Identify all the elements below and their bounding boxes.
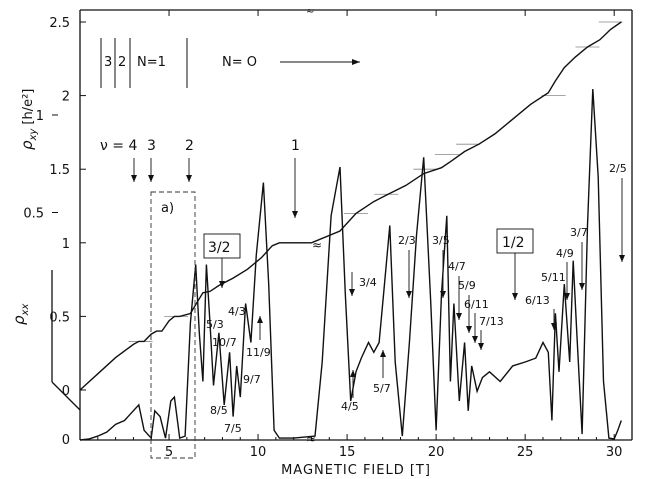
x-tick-label-20: 20 [428,445,445,460]
x-tick-label-10: 10 [250,445,267,460]
frac-6-11: 6/11 [464,298,489,311]
frac-9-7: 9/7 [243,373,261,386]
fraction-arrows [131,158,625,398]
box-32-label: 3/2 [208,240,231,256]
x-tick-label-25: 25 [517,445,534,460]
svg-text:ρxy[h/e²]: ρxy [h/e²] [18,89,39,150]
frac34-arrow-head [349,289,355,296]
frac-5-11: 5/11 [541,271,566,284]
frac-7-5: 7/5 [224,422,242,435]
y-xy-tick-label-2.5: 2.5 [49,16,70,31]
top-break-mark: ≈ [306,6,314,17]
inset-label: a) [161,201,174,216]
x-tick-label-30: 30 [606,445,623,460]
boxed-fractions: 3/2 1/2 [203,228,534,259]
frac-5-7: 5/7 [373,382,391,395]
frac-3-4: 3/4 [359,276,377,289]
frac-2-3: 2/3 [398,234,416,247]
y-xy-tick-label-0.5: 0.5 [49,310,70,325]
frac-6-13: 6/13 [525,294,550,307]
frac-5-3: 5/3 [206,318,224,331]
frac-5-9: 5/9 [458,279,476,292]
frac57-arrow-head [380,350,386,357]
frac35-arrow-head [440,291,446,298]
fraction-labels: 5/3 4/3 10/7 11/9 9/7 8/5 7/5 4/5 5/7 3/… [206,162,627,435]
ll-label-n1: N=1 [137,55,166,70]
rho-xx-sym: ρ [10,315,28,325]
inset-region [150,191,196,459]
frac-4-3: 4/3 [228,305,246,318]
frac-10-7: 10/7 [212,336,237,349]
x-tick-label-5: 5 [165,445,173,460]
landau-level-markers: 3 2 N=1 N= O [100,38,360,88]
break-symbols: ≈ ≈ ≈ [306,6,322,446]
rho-xy-sub: xy [28,128,39,142]
ll-label-n0: N= O [222,55,257,70]
frac-8-5: 8/5 [210,404,228,417]
axes [51,9,633,441]
y-xy-tick-label-0: 0 [62,384,70,399]
frac611-arrow-head [472,336,478,343]
frac-4-5: 4/5 [341,400,359,413]
nu2-arrow-head [186,175,192,182]
curve-break-mark-xy: ≈ [312,238,322,252]
curve-break-mark-xx: ≈ [306,432,316,446]
frac37-arrow-head [579,283,585,290]
nu1-label: 1 [291,138,300,154]
lower-axis-connector [51,381,81,411]
frac119-arrow-head [257,316,263,323]
frac713-arrow-head [478,343,484,350]
y-xy-tick-label-2: 2 [62,90,70,105]
frac59-arrow-head [466,326,472,333]
nu2-label: 2 [185,138,194,154]
box12-arrow-head [512,293,518,300]
ll-label-2: 2 [118,55,126,70]
frac-11-9: 11/9 [246,346,271,359]
frac49-arrow-head [564,293,570,300]
series-rho_xx [79,88,622,441]
ticks: 5 10 15 20 25 30 0 0.5 1 1.5 2 2.5 0 0.5 1 [23,10,622,460]
frac-4-7: 4/7 [448,260,466,273]
x-axis-label: MAGNETIC FIELD [T] [281,463,431,478]
frac-3-5: 3/5 [432,234,450,247]
frac25-arrow-head [619,255,625,262]
rho-xy-sym: ρ [18,140,36,150]
rho-xx-sub: xx [20,304,31,317]
frac-2-5: 2/5 [609,162,627,175]
frac-3-7: 3/7 [570,226,588,239]
box-12-frame [496,228,534,254]
frac47-arrow-head [456,313,462,320]
box32-arrow-head [219,281,225,288]
frac511-arrow-head [551,323,557,330]
rho-xy-unit: [h/e²] [21,89,36,125]
series-rho_xy [79,21,622,391]
nu-label: ν = 4 [100,138,137,154]
filling-factor-labels: ν = 4 3 2 1 [100,138,300,154]
box-32-frame [203,233,241,259]
n0-arrowhead [352,59,360,65]
y-axis-label-xx: ρxx [10,304,31,325]
y-xy-tick-label-1: 1 [62,237,70,252]
x-tick-label-15: 15 [339,445,356,460]
frac45-arrow-head [350,370,356,377]
y-xx-tick-label-0: 0 [62,433,70,448]
y-xx-tick-label-0.5: 0.5 [23,207,44,222]
nu4-arrow-head [131,175,137,182]
y-axis-label-xy: ρxy [h/e²] [18,89,39,150]
y-xy-tick-label-1.5: 1.5 [49,163,70,178]
frac-7-13: 7/13 [479,315,504,328]
box-12-label: 1/2 [502,235,525,251]
ll-label-3: 3 [104,55,112,70]
nu3-arrow-head [148,175,154,182]
curves [79,21,622,441]
y-xx-tick-label-1: 1 [36,109,44,124]
axis-labels: MAGNETIC FIELD [T] ρxy[h/e²] ρxx [10,89,431,478]
nu3-label: 3 [147,138,156,154]
frac-4-9: 4/9 [556,247,574,260]
frac23-arrow-head [406,291,412,298]
svg-text:ρxx: ρxx [10,304,31,325]
nu1-arrow-head [292,211,298,218]
